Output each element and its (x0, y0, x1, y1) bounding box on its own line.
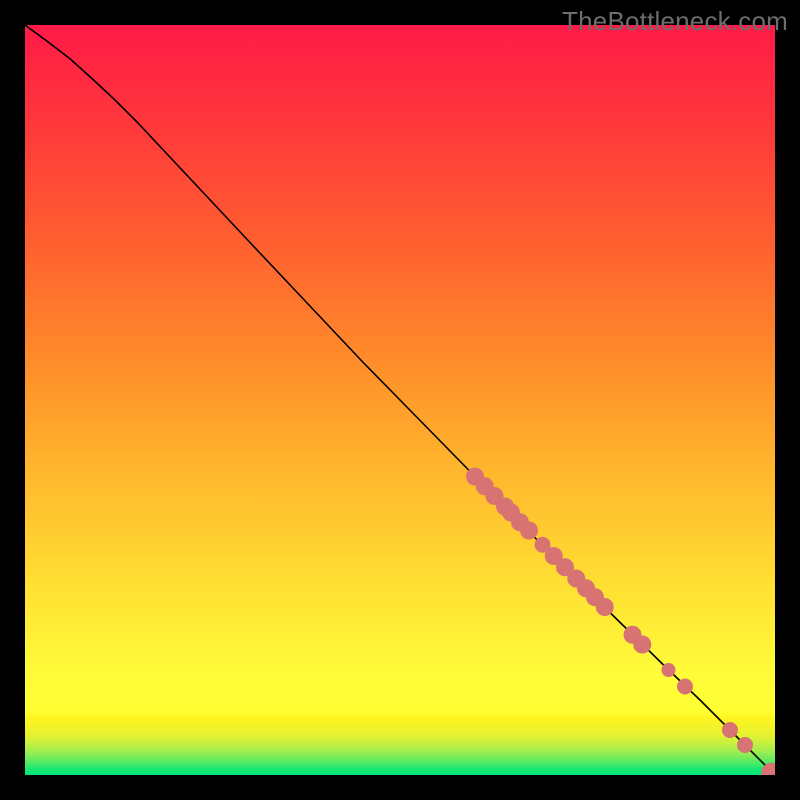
chart-svg (25, 25, 775, 775)
watermark-label: TheBottleneck.com (562, 6, 788, 37)
data-point (677, 679, 693, 695)
data-point (662, 663, 676, 677)
data-point (737, 737, 753, 753)
data-point (596, 598, 614, 616)
plot-area (25, 25, 775, 775)
data-point (633, 636, 651, 654)
figure-outer: TheBottleneck.com (0, 0, 800, 800)
data-point (722, 722, 738, 738)
data-point (520, 522, 538, 540)
